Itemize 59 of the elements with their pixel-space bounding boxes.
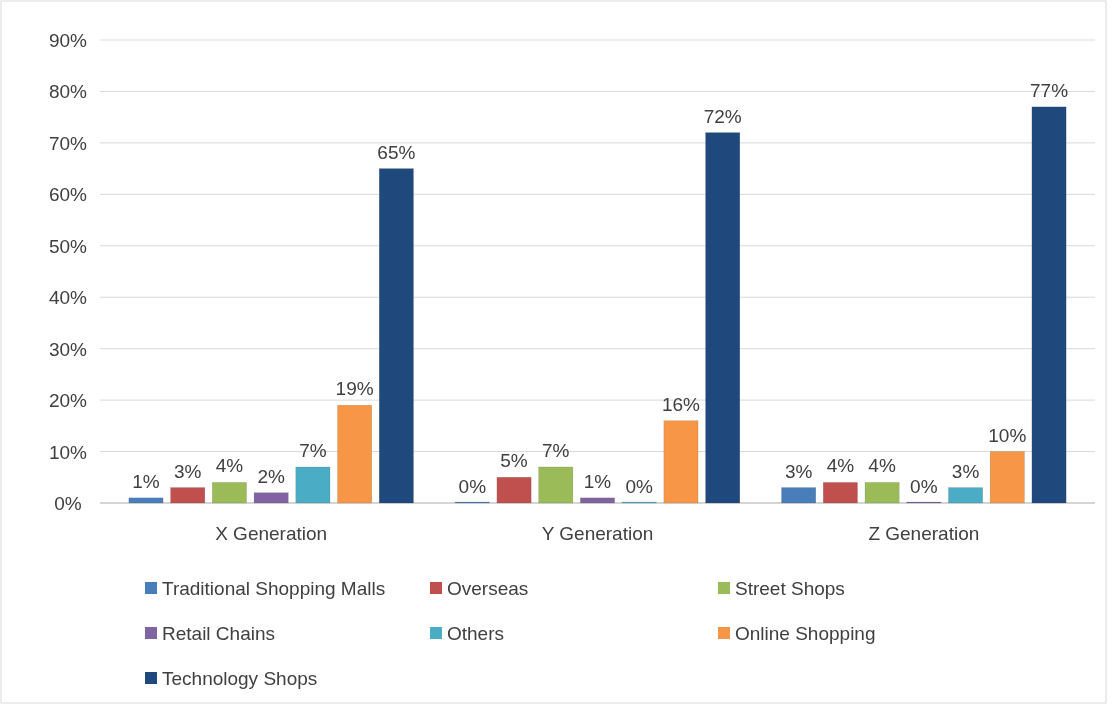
- data-label: 4%: [826, 455, 855, 477]
- bar: [496, 477, 532, 504]
- y-tick-label: 10%: [48, 441, 88, 463]
- data-label: 0%: [910, 476, 938, 497]
- bar: [253, 492, 289, 504]
- data-label: 19%: [335, 378, 374, 400]
- bar: [989, 451, 1025, 504]
- bar: [212, 482, 247, 504]
- y-tick-label: 30%: [48, 338, 88, 360]
- bar: [337, 405, 372, 504]
- data-label: 3%: [784, 460, 813, 482]
- y-tick-label: 0%: [54, 493, 82, 514]
- data-label: 5%: [500, 450, 528, 472]
- legend-label: Technology Shops: [162, 668, 318, 689]
- bar: [948, 487, 983, 504]
- data-label: 3%: [173, 460, 202, 482]
- legend-label: Others: [447, 623, 505, 644]
- data-label: 7%: [542, 439, 570, 461]
- legend-label: Overseas: [447, 578, 529, 599]
- y-tick-label: 70%: [48, 132, 88, 154]
- data-label: 0%: [458, 476, 487, 497]
- data-label: 4%: [868, 455, 896, 477]
- bar: [580, 497, 615, 504]
- bar: [170, 487, 206, 504]
- bar: [295, 466, 331, 504]
- x-tick-label: Y Generation: [541, 523, 654, 544]
- bar: [128, 497, 164, 504]
- y-tick-label: 90%: [48, 30, 88, 51]
- y-tick-label: 50%: [48, 235, 88, 257]
- legend-label: Retail Chains: [162, 623, 275, 644]
- y-tick-label: 40%: [48, 287, 88, 309]
- data-label: 65%: [377, 141, 416, 163]
- bar: [864, 482, 900, 504]
- y-tick-label: 80%: [48, 81, 88, 103]
- data-label: 10%: [988, 424, 1027, 446]
- legend-label: Street Shops: [735, 578, 845, 599]
- x-tick-label: Z Generation: [868, 523, 980, 544]
- bar: [1031, 106, 1067, 504]
- bar: [538, 466, 574, 504]
- data-label: 77%: [1030, 79, 1069, 101]
- bar: [663, 420, 699, 504]
- bar: [781, 487, 816, 504]
- y-tick-label: 60%: [48, 184, 88, 206]
- x-tick-label: X Generation: [215, 523, 328, 544]
- data-label: 16%: [661, 393, 701, 415]
- y-tick-label: 20%: [48, 390, 88, 412]
- bar: [705, 132, 741, 504]
- data-label: 1%: [583, 470, 612, 492]
- data-label: 7%: [299, 439, 327, 461]
- data-label: 0%: [625, 476, 654, 497]
- bar: [379, 168, 414, 504]
- data-label: 2%: [257, 465, 285, 487]
- legend-label: Traditional Shopping Malls: [162, 578, 386, 599]
- data-label: 72%: [703, 105, 742, 127]
- legend-label: Online Shopping: [735, 623, 876, 644]
- data-label: 3%: [951, 460, 980, 482]
- data-label: 4%: [215, 455, 244, 477]
- data-label: 1%: [132, 470, 160, 492]
- bar: [823, 482, 858, 504]
